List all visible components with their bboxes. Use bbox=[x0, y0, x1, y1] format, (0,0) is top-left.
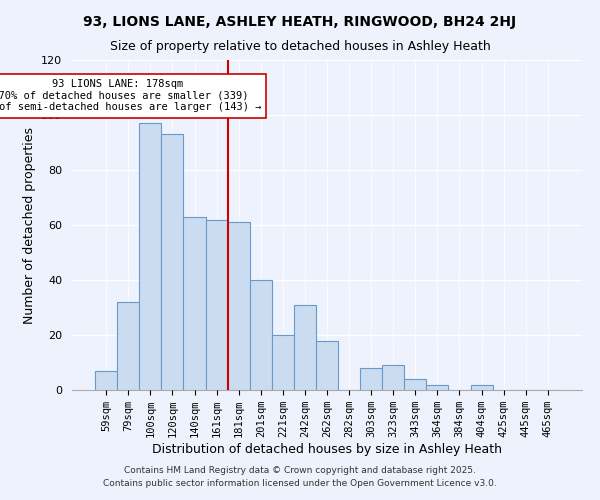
Bar bbox=[139, 123, 161, 390]
Bar bbox=[117, 302, 139, 390]
Bar bbox=[360, 368, 382, 390]
Bar bbox=[404, 379, 427, 390]
Bar bbox=[427, 384, 448, 390]
Text: 93, LIONS LANE, ASHLEY HEATH, RINGWOOD, BH24 2HJ: 93, LIONS LANE, ASHLEY HEATH, RINGWOOD, … bbox=[83, 15, 517, 29]
Bar bbox=[206, 220, 227, 390]
Bar bbox=[227, 222, 250, 390]
Bar bbox=[294, 304, 316, 390]
Bar bbox=[250, 280, 272, 390]
Text: 93 LIONS LANE: 178sqm
← 70% of detached houses are smaller (339)
30% of semi-det: 93 LIONS LANE: 178sqm ← 70% of detached … bbox=[0, 79, 261, 112]
Text: Size of property relative to detached houses in Ashley Heath: Size of property relative to detached ho… bbox=[110, 40, 490, 53]
Bar bbox=[184, 217, 206, 390]
Y-axis label: Number of detached properties: Number of detached properties bbox=[23, 126, 35, 324]
Bar bbox=[382, 365, 404, 390]
Bar bbox=[95, 371, 117, 390]
Bar bbox=[272, 335, 294, 390]
Bar bbox=[470, 384, 493, 390]
Text: Contains HM Land Registry data © Crown copyright and database right 2025.
Contai: Contains HM Land Registry data © Crown c… bbox=[103, 466, 497, 487]
Bar bbox=[316, 340, 338, 390]
Bar bbox=[161, 134, 184, 390]
X-axis label: Distribution of detached houses by size in Ashley Heath: Distribution of detached houses by size … bbox=[152, 443, 502, 456]
